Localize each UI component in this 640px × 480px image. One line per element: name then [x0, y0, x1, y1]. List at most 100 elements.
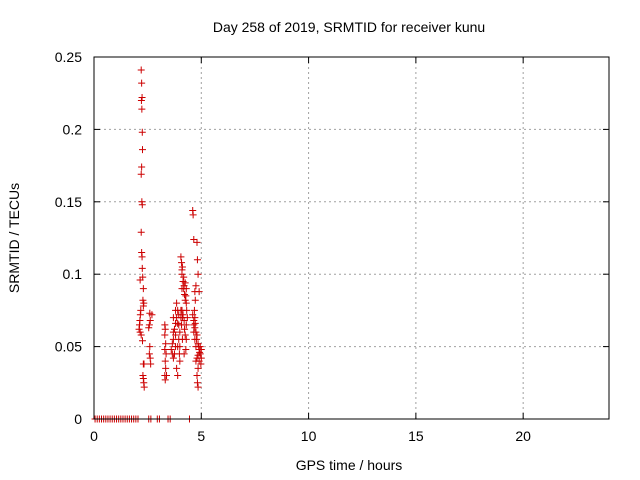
plot-frame — [93, 56, 610, 420]
data-point — [178, 285, 186, 293]
x-tick-label: 0 — [90, 428, 98, 444]
data-point — [191, 296, 199, 304]
data-point — [180, 317, 188, 325]
data-point — [178, 270, 186, 278]
y-tick-label: 0.1 — [63, 266, 83, 282]
data-point — [146, 343, 154, 351]
data-point — [174, 319, 182, 327]
x-tick-label: 5 — [197, 428, 205, 444]
data-point — [176, 328, 184, 336]
data-point — [182, 345, 190, 353]
data-point — [182, 292, 190, 300]
data-point — [195, 288, 203, 296]
data-point — [190, 306, 198, 314]
data-point — [168, 340, 176, 348]
data-point — [146, 317, 154, 325]
data-point — [181, 296, 189, 304]
data-point — [161, 357, 169, 365]
data-point — [194, 364, 202, 372]
y-tick-label: 0.15 — [55, 194, 82, 210]
data-point — [168, 350, 176, 358]
data-point — [197, 360, 205, 368]
data-point — [170, 325, 178, 333]
data-point — [192, 343, 200, 351]
data-point — [137, 170, 145, 178]
data-point — [183, 306, 191, 314]
data-point — [189, 311, 197, 319]
data-point — [145, 321, 153, 329]
data-point — [193, 379, 201, 387]
data-point — [169, 314, 177, 322]
data-point — [194, 351, 202, 359]
data-point — [181, 325, 189, 333]
data-point — [147, 360, 155, 368]
data-point — [139, 285, 147, 293]
data-point — [138, 94, 146, 102]
data-point — [138, 163, 146, 171]
data-point — [163, 372, 171, 380]
data-point — [190, 328, 198, 336]
data-point — [181, 290, 189, 298]
axis-ticks — [93, 56, 609, 420]
data-point — [174, 372, 182, 380]
data-point — [136, 328, 144, 336]
data-point — [179, 311, 187, 319]
data-point — [176, 343, 184, 351]
data-point — [178, 335, 186, 343]
data-point — [182, 299, 190, 307]
data-point — [189, 211, 197, 219]
data-point — [140, 383, 148, 391]
data-point — [138, 146, 146, 154]
data-point — [162, 340, 170, 348]
data-point — [172, 306, 180, 314]
y-tick-label: 0 — [74, 411, 82, 427]
data-point — [138, 128, 146, 136]
data-point — [162, 350, 170, 358]
data-point — [173, 299, 181, 307]
data-point — [180, 273, 188, 281]
data-point — [138, 201, 146, 209]
data-point — [137, 228, 145, 236]
data-point — [193, 256, 201, 264]
data-point — [183, 314, 191, 322]
data-point — [135, 325, 143, 333]
data-point — [169, 354, 177, 362]
data-point — [181, 279, 189, 287]
x-tick-label: 15 — [408, 428, 424, 444]
data-point — [180, 350, 188, 358]
data-point — [196, 348, 204, 356]
data-point — [193, 372, 201, 380]
data-point — [197, 345, 205, 353]
data-point — [178, 263, 186, 271]
data-point — [136, 276, 144, 284]
data-point — [138, 79, 146, 87]
data-point — [145, 324, 153, 332]
y-tick-label: 0.2 — [63, 121, 83, 137]
x-axis-label: GPS time / hours — [296, 457, 403, 473]
data-point — [178, 321, 186, 329]
data-point — [161, 345, 169, 353]
tick-labels: 0 5 10 15 20 0 0.05 0.1 0.15 0.2 0.25 — [55, 49, 531, 444]
data-point — [138, 253, 146, 261]
data-point — [181, 331, 189, 339]
data-point — [137, 66, 145, 74]
data-point — [193, 238, 201, 246]
data-point — [176, 357, 184, 365]
data-point — [173, 364, 181, 372]
data-point — [139, 302, 147, 310]
data-point — [190, 235, 198, 243]
data-point — [194, 270, 202, 278]
data-point — [172, 331, 180, 339]
data-point — [167, 345, 175, 353]
y-tick-label: 0.05 — [55, 339, 82, 355]
data-point — [190, 321, 198, 329]
y-axis-label: SRMTID / TECUs — [6, 183, 22, 293]
data-point — [145, 350, 153, 358]
chart-title: Day 258 of 2019, SRMTID for receiver kun… — [213, 19, 485, 35]
data-point — [162, 364, 170, 372]
x-tick-label: 20 — [515, 428, 531, 444]
data-point — [138, 105, 146, 113]
data-point — [192, 282, 200, 290]
data-point — [161, 331, 169, 339]
